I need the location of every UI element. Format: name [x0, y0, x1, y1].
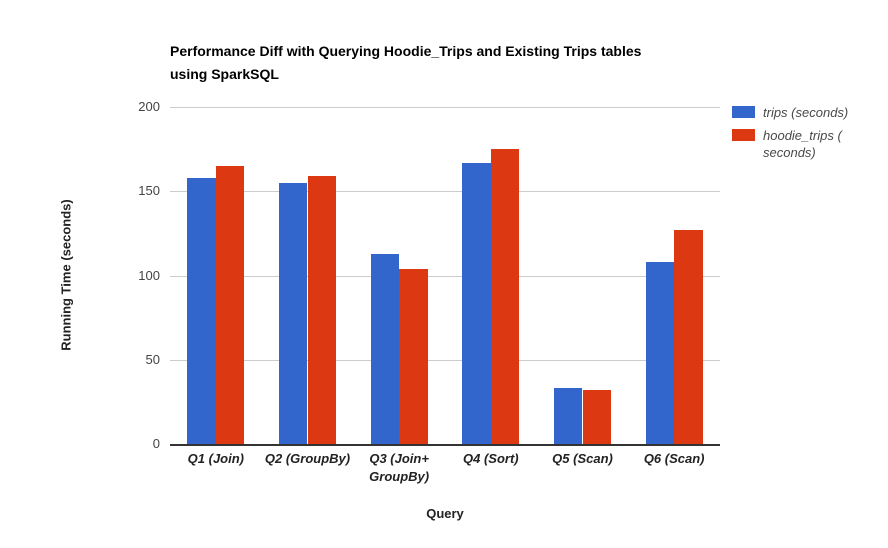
- x-axis-title: Query: [426, 506, 464, 521]
- plot-area: [170, 107, 720, 446]
- bar-trips-q4: [462, 162, 491, 444]
- legend-swatch-icon: [732, 106, 755, 118]
- bar-hoodie-trips-q4: [490, 149, 520, 444]
- gridline-200: [170, 107, 720, 108]
- bar-trips-q5: [553, 388, 583, 444]
- y-tick-label-200: 200: [138, 99, 160, 114]
- gridline-150: [170, 191, 720, 193]
- y-tick-label-50: 50: [145, 351, 160, 367]
- y-tick-label-150: 150: [138, 183, 160, 199]
- bar-hoodie-trips-q6: [674, 230, 703, 444]
- bar-trips-q1: [187, 177, 216, 444]
- bar-trips-q6: [645, 262, 675, 444]
- x-tick-label-q6: Q6 (Scan): [643, 451, 705, 466]
- legend-item-hoodie-trips: hoodie_trips ( seconds): [732, 127, 882, 161]
- y-axis-title: Running Time (seconds): [58, 199, 74, 351]
- bar-hoodie-trips-q2: [307, 176, 337, 444]
- x-tick-label-q5: Q5 (Scan): [552, 451, 613, 466]
- legend-label: trips (seconds): [763, 105, 849, 120]
- y-tick-label-100: 100: [138, 267, 160, 283]
- y-tick-label-0: 0: [152, 436, 160, 451]
- x-tick-label-q1: Q1 (Join): [187, 451, 244, 466]
- bar-trips-q3: [370, 253, 400, 444]
- gridline-100: [170, 275, 720, 277]
- bar-hoodie-trips-q5: [582, 390, 612, 444]
- legend-item-trips: trips (seconds): [732, 104, 882, 121]
- bar-trips-q2: [278, 182, 308, 444]
- chart-title: Performance Diff with Querying Hoodie_Tr…: [170, 43, 642, 82]
- x-tick-label-q3: Q3 (Join+ GroupBy): [369, 451, 430, 484]
- legend: trips (seconds) hoodie_trips ( seconds): [732, 104, 882, 167]
- legend-label: hoodie_trips ( seconds): [763, 128, 842, 160]
- x-tick-label-q2: Q2 (GroupBy): [264, 451, 351, 466]
- bar-hoodie-trips-q1: [215, 165, 245, 444]
- bar-hoodie-trips-q3: [399, 268, 428, 444]
- gridline-50: [170, 359, 720, 361]
- legend-swatch-icon: [732, 129, 755, 141]
- x-tick-label-q4: Q4 (Sort): [463, 451, 519, 466]
